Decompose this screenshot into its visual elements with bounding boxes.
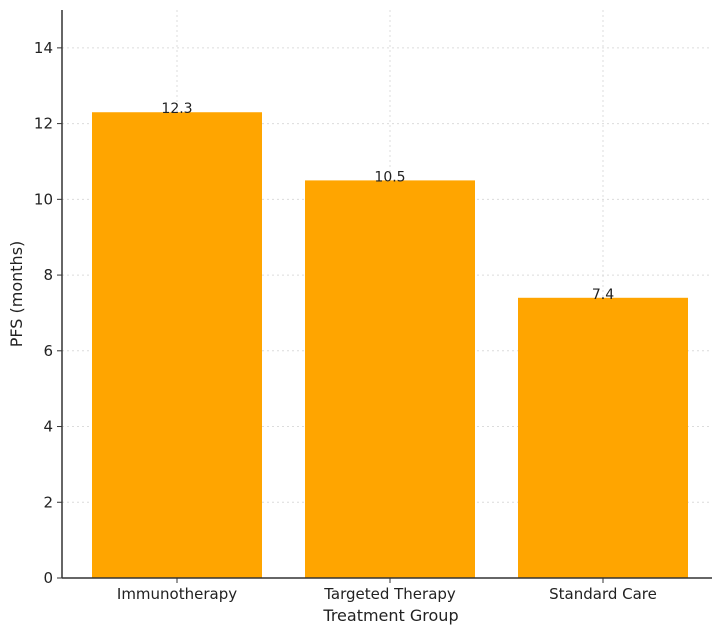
y-tick-label: 10 [34,190,53,208]
x-tick-label: Standard Care [549,585,657,603]
x-ticks: Immunotherapy Targeted Therapy Standard Ca… [117,578,657,603]
x-tick-label: Immunotherapy [117,585,237,603]
y-tick-label: 6 [43,342,53,360]
x-axis-title: Treatment Group [322,606,458,625]
bars [92,112,688,579]
y-tick-label: 4 [43,418,53,436]
y-ticks: 0 2 4 6 8 10 12 14 [34,39,62,587]
bar [305,180,475,578]
y-tick-label: 0 [43,569,53,587]
bar-value-label: 10.5 [374,169,405,185]
y-tick-label: 14 [34,39,53,57]
axes [61,10,712,579]
y-tick-label: 12 [34,115,53,133]
data-labels: 12.3 10.5 7.4 [161,101,614,303]
x-tick-label: Targeted Therapy [323,585,456,603]
y-tick-label: 2 [43,493,53,511]
bar-value-label: 7.4 [592,287,614,303]
y-tick-label: 8 [43,266,53,284]
bar [518,297,688,578]
bar [92,112,262,579]
y-axis-title: PFS (months) [7,241,26,348]
bar-value-label: 12.3 [161,101,192,117]
